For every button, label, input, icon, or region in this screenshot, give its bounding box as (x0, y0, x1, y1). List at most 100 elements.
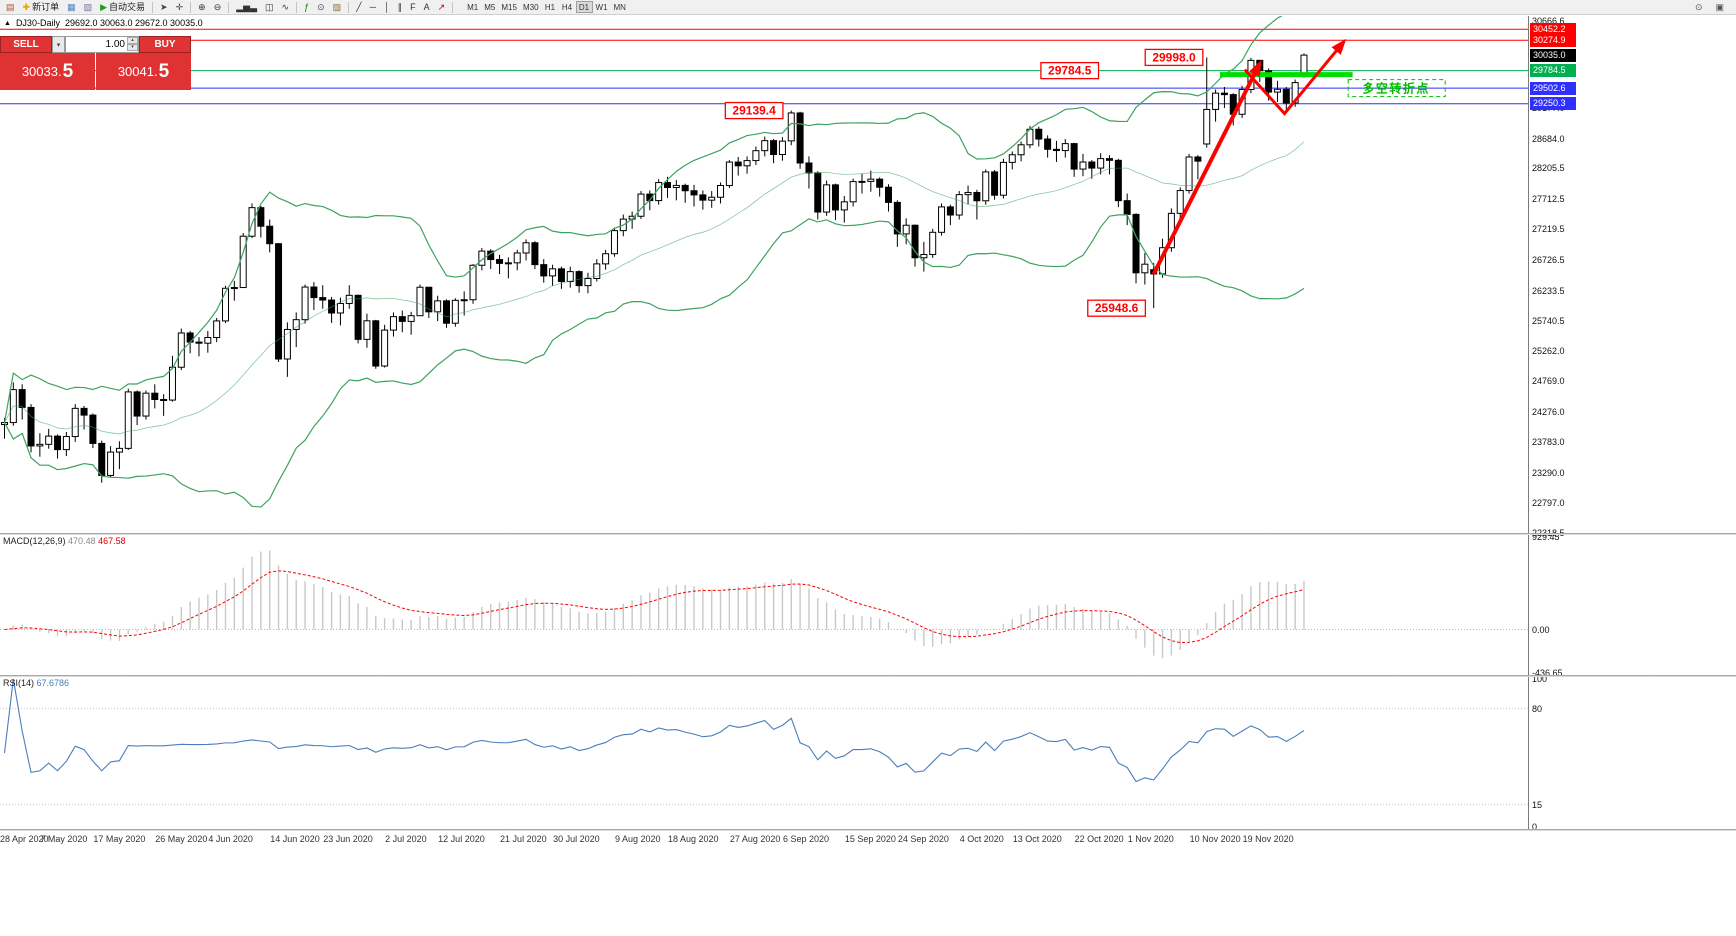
trade-panel-controls: SELL ▾ ▴ ▾ BUY (0, 36, 191, 53)
templates-icon[interactable]: ▨ (330, 1, 345, 14)
price-badge: 30452.2 (1530, 22, 1576, 36)
volume-input[interactable] (66, 37, 127, 52)
crosshair-icon[interactable]: ✛ (173, 1, 187, 14)
price-scale-label: 23290.0 (1532, 467, 1565, 478)
pane-separator[interactable] (0, 675, 1736, 677)
horizontal-line-icon[interactable]: ─ (367, 1, 379, 14)
timeframe-m5[interactable]: M5 (481, 1, 498, 13)
date-label: 30 Jul 2020 (553, 834, 600, 844)
order-type-dropdown[interactable]: ▾ (52, 36, 65, 53)
timeframe-h4[interactable]: H4 (559, 1, 576, 13)
volume-spinner: ▴ ▾ (127, 37, 138, 52)
chart-ohlc-values: 29692.0 30063.0 29672.0 30035.0 (64, 18, 203, 28)
timeframe-m15[interactable]: M15 (498, 1, 520, 13)
timeframe-h1[interactable]: H1 (542, 1, 559, 13)
charts-grid-icon: ▦ (67, 1, 76, 12)
auto-trading-button-label: 自动交易 (109, 1, 146, 12)
pane-separator[interactable] (0, 829, 1736, 831)
price-annotation: 29139.4 (724, 101, 784, 120)
trend-arrow (1243, 38, 1347, 116)
price-badge: 29250.3 (1530, 97, 1576, 111)
fibonacci-icon[interactable]: F (407, 1, 419, 14)
charts-grid-icon[interactable]: ▦ (64, 1, 79, 14)
date-label: 13 Oct 2020 (1012, 834, 1062, 844)
rsi-label: RSI(14) 67.6786 (3, 678, 69, 688)
text-icon[interactable]: A (421, 1, 433, 14)
zoom-in-icon[interactable]: ⊕ (195, 1, 209, 14)
volume-box: ▴ ▾ (65, 36, 139, 53)
rsi-canvas[interactable] (0, 677, 1528, 829)
arrow-tool-icon[interactable]: ↗ (435, 1, 449, 14)
periods-icon: ⊙ (317, 1, 325, 12)
channel-icon: ∥ (397, 1, 403, 12)
new-order-button[interactable]: ✚ 新订单 (20, 1, 63, 14)
volume-up-button[interactable]: ▴ (127, 37, 138, 44)
zoom-out-icon[interactable]: ⊖ (211, 1, 225, 14)
vertical-line-icon[interactable]: │ (381, 1, 393, 14)
chart-canvas[interactable]: 29784.5 29998.0 29139.4 25948.6 多空转折点 (0, 16, 1528, 533)
buy-button[interactable]: BUY (139, 36, 191, 53)
price-scale-label: 28684.0 (1532, 133, 1565, 144)
new-chart-icon[interactable]: ▤ (3, 1, 18, 14)
volume-down-button[interactable]: ▾ (127, 44, 138, 51)
sell-button[interactable]: SELL (0, 36, 52, 53)
timeframe-m30[interactable]: M30 (520, 1, 542, 13)
candlestick-icon[interactable]: ◫ (262, 1, 277, 14)
pane-separator[interactable] (0, 533, 1736, 535)
horizontal-line-icon: ─ (369, 1, 376, 12)
sell-price-main: 30033. (21, 64, 62, 79)
profiles-icon[interactable]: ▧ (81, 1, 96, 14)
time-axis[interactable]: 28 Apr 2020 7 May 2020 17 May 2020 26 May 2… (0, 831, 1528, 848)
line-chart-icon[interactable]: ∿ (279, 1, 293, 14)
one-click-trading-panel: SELL ▾ ▴ ▾ BUY 30033.5 30041.5 (0, 36, 191, 90)
toolbar-separator (452, 1, 454, 13)
price-axis[interactable]: 30666.629177.028684.028205.527712.527219… (1528, 16, 1736, 832)
price-scale-label: 25740.5 (1532, 316, 1565, 327)
trendline-icon[interactable]: ╱ (353, 1, 364, 14)
text-icon: A (423, 1, 430, 12)
timeframe-d1[interactable]: D1 (575, 1, 593, 13)
fibonacci-icon: F (410, 1, 416, 12)
magnifier-icon: ⊙ (1694, 1, 1703, 12)
buy-price-main: 30041. (117, 64, 158, 79)
new-order-button: ✚ (22, 1, 31, 12)
window-icon[interactable]: ▣ (1712, 1, 1727, 14)
timeframe-w1[interactable]: W1 (593, 1, 611, 13)
channel-icon[interactable]: ∥ (395, 1, 406, 14)
zoom-out-icon: ⊖ (213, 1, 222, 12)
macd-value-signal: 467.58 (98, 536, 126, 546)
buy-price[interactable]: 30041. 5 (96, 53, 191, 90)
cursor-icon: ➤ (160, 1, 168, 12)
periods-icon[interactable]: ⊙ (314, 1, 328, 14)
timeframe-toolbar: M1 M5 M15 M30 H1 H4 D1 W1 MN (464, 0, 629, 14)
indicators-icon[interactable]: ƒ (301, 1, 312, 14)
timeframe-mn[interactable]: MN (611, 1, 629, 13)
price-badge: 30274.9 (1530, 33, 1576, 47)
price-badge: 29502.6 (1530, 81, 1576, 95)
rsi-name: RSI(14) (3, 678, 35, 688)
price-badge: 29784.5 (1530, 64, 1576, 78)
date-label: 12 Jul 2020 (438, 834, 485, 844)
macd-pane: MACD(12,26,9) 470.48 467.58 (0, 535, 1528, 675)
magnifier-icon[interactable]: ⊙ (1692, 1, 1706, 14)
sell-price[interactable]: 30033. 5 (0, 53, 95, 90)
oneclick-collapse-icon[interactable]: ▲ (4, 19, 11, 27)
bar-chart-icon[interactable]: ▂▅▃ (233, 1, 260, 14)
cursor-icon[interactable]: ➤ (157, 1, 171, 14)
timeframe-m1[interactable]: M1 (464, 1, 481, 13)
date-label: 10 Nov 2020 (1189, 834, 1241, 844)
svg-text:25948.6: 25948.6 (1095, 301, 1139, 315)
date-label: 4 Oct 2020 (959, 834, 1004, 844)
macd-signal-line (4, 570, 1305, 644)
line-chart-icon: ∿ (281, 1, 290, 12)
price-scale-label: 28205.5 (1532, 163, 1565, 174)
vertical-line-icon: │ (383, 1, 390, 12)
zoom-in-icon: ⊕ (198, 1, 206, 12)
macd-canvas[interactable] (0, 535, 1528, 675)
toolbar-separator (348, 1, 350, 13)
rsi-value: 67.6786 (36, 678, 70, 688)
auto-trading-button[interactable]: ▶ 自动交易 (97, 1, 148, 14)
auto-trading-button: ▶ (100, 1, 108, 12)
turning-point-annotation: 多空转折点 (1347, 79, 1446, 98)
bollinger-middle (4, 141, 1305, 435)
